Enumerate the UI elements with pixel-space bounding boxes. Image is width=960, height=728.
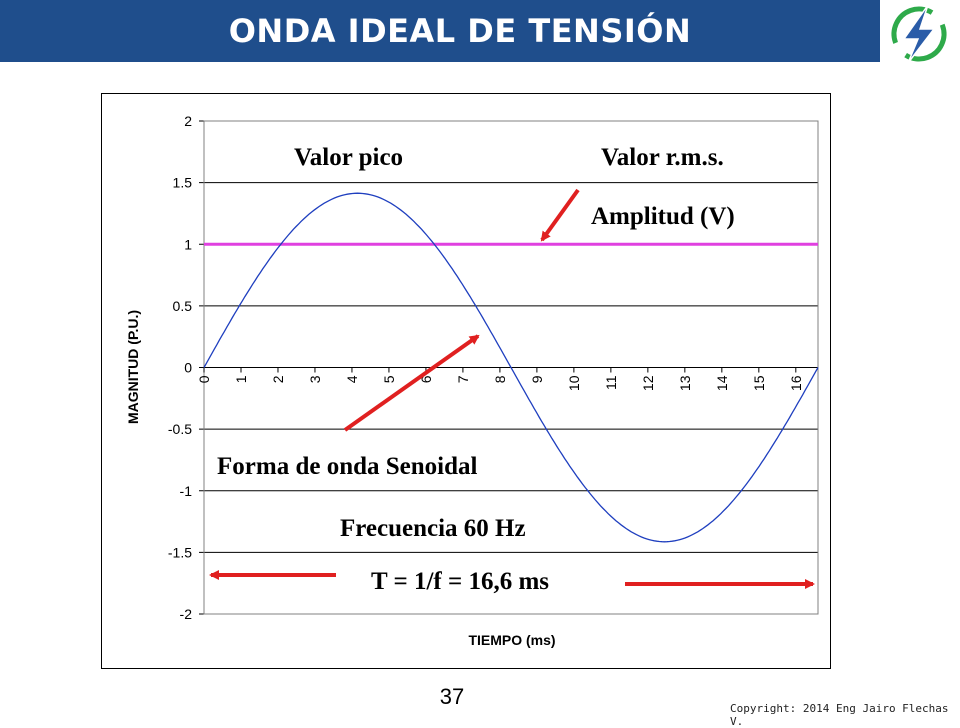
y-tick-label: 1.5 <box>173 175 193 191</box>
amplitud-label: Amplitud (V) <box>591 203 735 230</box>
y-tick-label: -1 <box>180 483 193 499</box>
page-title: ONDA IDEAL DE TENSIÓN <box>228 12 692 50</box>
page-number: 37 <box>439 684 465 709</box>
x-tick-label: 4 <box>344 375 360 383</box>
waveform-arrow <box>343 334 480 432</box>
x-tick-label: 7 <box>455 375 471 383</box>
y-tick-label: -2 <box>180 606 193 622</box>
x-tick-label: 10 <box>566 375 582 391</box>
x-tick-label: 1 <box>233 375 249 383</box>
x-tick-label: 11 <box>603 375 619 390</box>
x-tick-label: 15 <box>751 375 767 391</box>
valor-rms-label: Valor r.m.s. <box>601 144 724 171</box>
amplitude-arrow <box>540 188 580 242</box>
x-tick-label: 14 <box>714 375 730 391</box>
x-tick-label: 12 <box>640 375 656 391</box>
x-tick-label: 6 <box>418 375 434 383</box>
x-tick-label: 16 <box>788 375 804 391</box>
x-tick-label: 3 <box>307 375 323 383</box>
x-axis-label: TIEMPO (ms) <box>468 632 555 648</box>
x-tick-label: 8 <box>492 375 508 383</box>
x-tick-label: 2 <box>270 375 286 383</box>
y-axis-label: MAGNITUD (P.U.) <box>125 310 141 424</box>
sine-wave-line <box>203 192 819 543</box>
x-tick-label: 5 <box>381 375 397 383</box>
x-tick-label: 9 <box>529 375 545 383</box>
copyright-text: Copyright: 2014 Eng Jairo Flechas V. <box>730 702 949 728</box>
title-banner: ONDA IDEAL DE TENSIÓN <box>0 0 880 62</box>
y-tick-label: 2 <box>184 113 192 129</box>
y-tick-label: -1.5 <box>168 544 192 560</box>
valor-pico-label: Valor pico <box>294 144 403 171</box>
x-tick-label: 13 <box>677 375 693 391</box>
lightning-bolt-logo-icon <box>891 4 947 64</box>
y-tick-label: 0.5 <box>173 298 193 314</box>
y-tick-label: -0.5 <box>168 421 192 437</box>
waveform-label: Forma de onda Senoidal <box>217 453 478 480</box>
frequency-label: Frecuencia 60 Hz <box>340 515 526 542</box>
y-tick-label: 1 <box>184 236 192 252</box>
period-label: T = 1/f = 16,6 ms <box>371 568 549 595</box>
y-tick-label: 0 <box>184 360 192 376</box>
x-tick-label: 0 <box>196 375 212 383</box>
